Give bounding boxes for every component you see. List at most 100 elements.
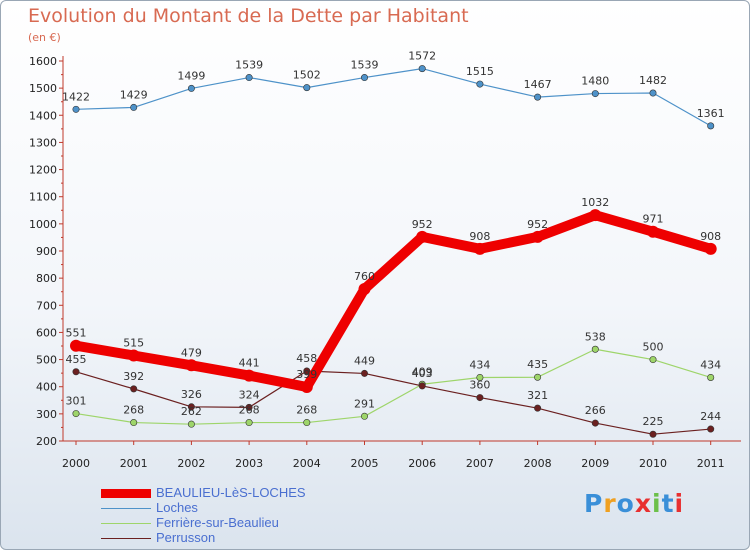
data-point	[185, 359, 198, 372]
y-tick-label: 1400	[29, 109, 57, 122]
data-point	[418, 382, 426, 390]
data-point	[589, 209, 602, 222]
data-point	[416, 230, 429, 243]
data-point	[707, 373, 715, 381]
data-label: 1539	[351, 59, 379, 72]
data-point	[303, 84, 311, 92]
data-label: 908	[469, 230, 490, 243]
data-point	[360, 412, 368, 420]
data-point	[591, 345, 599, 353]
data-label: 435	[527, 358, 548, 371]
data-label: 1480	[581, 75, 609, 88]
data-label: 952	[412, 218, 433, 231]
legend-label: Loches	[156, 500, 198, 515]
data-point	[534, 93, 542, 101]
data-point	[243, 369, 256, 382]
y-tick-label: 800	[36, 272, 57, 285]
data-label: 434	[700, 358, 721, 371]
x-tick-label: 2007	[466, 457, 494, 470]
x-tick-label: 2003	[235, 457, 263, 470]
data-label: 1429	[120, 88, 148, 101]
data-point	[303, 419, 311, 427]
data-point	[130, 103, 138, 111]
x-tick-label: 2011	[697, 457, 725, 470]
data-point	[187, 420, 195, 428]
y-tick-label: 1000	[29, 218, 57, 231]
data-point	[245, 74, 253, 82]
data-point	[531, 230, 544, 243]
data-label: 458	[296, 352, 317, 365]
y-tick-label: 300	[36, 408, 57, 421]
data-label: 952	[527, 218, 548, 231]
chart-title: Evolution du Montant de la Dette par Hab…	[28, 5, 469, 27]
y-tick-label: 200	[36, 435, 57, 448]
data-point	[130, 385, 138, 393]
data-point	[187, 403, 195, 411]
data-label: 1572	[408, 50, 436, 63]
chart-subtitle: (en €)	[28, 31, 61, 44]
data-label: 538	[585, 330, 606, 343]
data-label: 455	[66, 353, 87, 366]
data-point	[476, 394, 484, 402]
x-tick-label: 2008	[524, 457, 552, 470]
data-point	[473, 242, 486, 255]
series-line-1	[75, 67, 712, 127]
data-label: 268	[296, 404, 317, 417]
data-point	[649, 89, 657, 97]
x-tick-label: 2005	[351, 457, 379, 470]
y-tick-label: 700	[36, 299, 57, 312]
data-point	[358, 283, 371, 295]
data-label: 360	[469, 379, 490, 392]
data-point	[591, 90, 599, 98]
data-point	[300, 380, 313, 393]
data-label: 1482	[639, 74, 667, 87]
series-line-3	[75, 370, 712, 435]
data-label: 515	[123, 337, 144, 350]
y-tick-label: 1100	[29, 191, 57, 204]
legend-swatch	[101, 537, 151, 540]
series-line-2	[75, 348, 712, 425]
data-label: 321	[527, 389, 548, 402]
data-label: 1032	[581, 196, 609, 209]
data-point	[476, 80, 484, 88]
x-tick-label: 2010	[639, 457, 667, 470]
y-tick-label: 600	[36, 326, 57, 339]
data-label: 403	[412, 367, 433, 380]
data-point	[534, 404, 542, 412]
data-label: 268	[239, 404, 260, 417]
data-point	[72, 368, 80, 376]
data-label: 434	[469, 358, 490, 371]
data-point	[70, 339, 82, 352]
data-point	[534, 373, 542, 381]
data-point	[647, 225, 659, 238]
data-point	[649, 430, 657, 438]
data-label: 1539	[235, 59, 263, 72]
data-point	[418, 65, 426, 73]
data-point	[72, 410, 80, 418]
data-label: 551	[66, 327, 87, 340]
legend-swatch	[101, 507, 151, 510]
x-tick-label: 2009	[581, 457, 609, 470]
series-line-0	[71, 210, 716, 392]
x-tick-label: 2004	[293, 457, 321, 470]
data-label: 225	[643, 415, 664, 428]
data-label: 449	[354, 354, 375, 367]
x-tick-label: 2000	[62, 457, 90, 470]
data-label: 1422	[62, 90, 90, 103]
data-point	[704, 242, 717, 255]
legend-swatch	[101, 522, 151, 525]
data-point	[591, 419, 599, 427]
data-label: 1502	[293, 69, 321, 82]
y-tick-label: 500	[36, 354, 57, 367]
data-label: 760	[354, 270, 375, 283]
data-point	[476, 373, 484, 381]
data-point	[130, 419, 138, 427]
data-point	[245, 403, 253, 411]
y-tick-label: 400	[36, 381, 57, 394]
data-point	[245, 419, 253, 427]
x-tick-label: 2002	[177, 457, 205, 470]
x-tick-label: 2001	[120, 457, 148, 470]
legend-label: BEAULIEU-LèS-LOCHES	[156, 485, 306, 500]
